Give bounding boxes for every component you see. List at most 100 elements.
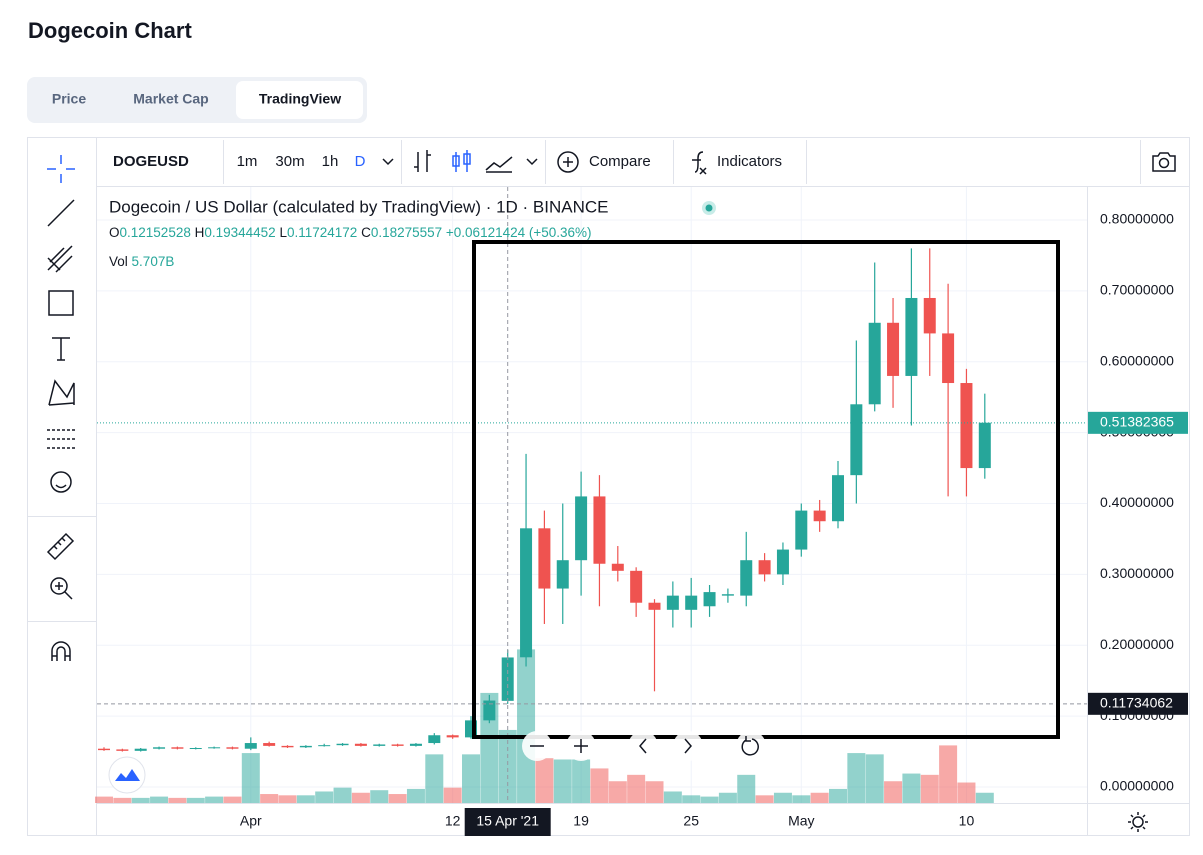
x-tick-label: Apr: [240, 813, 262, 829]
tab[interactable]: TradingView: [259, 91, 341, 107]
emoji-tool[interactable]: [50, 471, 72, 493]
page-title: Dogecoin Chart: [28, 18, 192, 43]
volume-bar: [260, 794, 279, 803]
settings-icon[interactable]: [1132, 816, 1144, 828]
crosshair-tool[interactable]: [47, 155, 75, 183]
compare-icon[interactable]: [557, 151, 579, 173]
volume-bar: [884, 781, 903, 803]
volume-bar: [517, 649, 536, 803]
interval[interactable]: 1h: [322, 153, 339, 170]
candle-body: [446, 735, 459, 738]
tv-logo[interactable]: [115, 769, 140, 781]
tv-logo[interactable]: [108, 756, 146, 794]
candles-icon[interactable]: [452, 155, 460, 167]
emoji-tool[interactable]: [55, 484, 67, 489]
candle-body: [318, 745, 331, 747]
shape-tool[interactable]: [48, 290, 74, 316]
compare-button[interactable]: Compare: [589, 153, 651, 170]
camera-icon[interactable]: [1152, 152, 1176, 172]
y-tick-label: 0.30000000: [1100, 565, 1174, 581]
area-icon[interactable]: [485, 156, 513, 173]
reset[interactable]: [741, 736, 759, 756]
volume-bar: [205, 796, 224, 803]
volume-bar: [131, 797, 150, 803]
candle-body: [244, 743, 257, 749]
dropdown-icon[interactable]: [526, 158, 538, 166]
candle-body: [538, 528, 551, 589]
y-tick-label: 0.80000000: [1100, 211, 1174, 227]
dropdown-icon[interactable]: [382, 158, 394, 166]
volume-bar: [829, 788, 847, 803]
settings-icon[interactable]: [1128, 812, 1148, 832]
volume-bar: [168, 797, 187, 803]
compare-icon[interactable]: [563, 157, 573, 167]
zoom-in[interactable]: [574, 739, 588, 753]
drawn-rectangle[interactable]: [472, 240, 1060, 739]
scroll-right[interactable]: [673, 731, 703, 761]
candle-body: [98, 748, 110, 751]
candle-body: [336, 743, 349, 746]
volume-bar: [113, 797, 132, 803]
symbol[interactable]: DOGEUSD: [113, 153, 189, 170]
y-tick-label: 0.60000000: [1100, 352, 1174, 368]
scroll-left[interactable]: [628, 731, 658, 761]
text-tool[interactable]: [52, 337, 70, 361]
volume-bar: [700, 796, 719, 803]
y-tick-label: 0.20000000: [1100, 636, 1174, 652]
zoom-tool[interactable]: [55, 582, 73, 600]
magnet-tool[interactable]: [51, 641, 71, 661]
candle-body: [208, 747, 221, 749]
volume-bar: [590, 768, 609, 803]
legend-title: Dogecoin / US Dollar (calculated by Trad…: [109, 197, 609, 216]
volume-bar: [939, 745, 958, 803]
ohlc-change: +0.06121424 (+50.36%): [446, 225, 592, 240]
ohlc-label: C: [361, 225, 371, 240]
candle-body: [299, 745, 312, 748]
indicators-button[interactable]: Indicators: [717, 153, 782, 170]
candle-body: [281, 745, 294, 748]
tab[interactable]: Market Cap: [133, 91, 208, 107]
candle-body: [575, 496, 588, 561]
volume-bar: [241, 753, 260, 803]
candle-body: [556, 560, 569, 589]
scroll-right[interactable]: [684, 738, 692, 754]
candle-body: [116, 749, 129, 751]
crosshair-price-box: [1088, 692, 1188, 715]
volume-bar: [682, 795, 701, 803]
bars-icon[interactable]: [414, 150, 431, 172]
tab[interactable]: Price: [52, 91, 86, 107]
interval[interactable]: D: [355, 153, 366, 170]
volume-bar: [333, 787, 352, 803]
candle-body: [850, 404, 863, 476]
volume-name: Vol: [109, 254, 128, 269]
zoom-tool[interactable]: [50, 577, 68, 595]
interval[interactable]: 30m: [275, 153, 304, 170]
volume-bar: [462, 754, 480, 803]
trend-line-tool[interactable]: [47, 199, 75, 227]
x-tick-label: 10: [959, 813, 975, 829]
candle-body: [758, 560, 771, 575]
ohlc-value: 0.19344452: [204, 225, 275, 240]
candle-body: [905, 297, 918, 376]
last-price-label: 0.51382365: [1100, 414, 1174, 430]
legend-ohlc: O0.12152528 H0.19344452 L0.11724172 C0.1…: [109, 225, 592, 240]
navigation-buttons: [522, 731, 766, 761]
volume-bar: [535, 758, 554, 803]
indicators-icon[interactable]: [692, 151, 707, 175]
fib-tool[interactable]: [47, 245, 73, 273]
volume-bar: [150, 796, 169, 803]
active-tab[interactable]: [236, 81, 363, 119]
interval[interactable]: 1m: [237, 153, 258, 170]
volume-bar: [406, 788, 425, 803]
volume-bar: [480, 692, 499, 803]
reset[interactable]: [736, 731, 766, 761]
pattern-tool[interactable]: [48, 379, 75, 406]
volume-bar: [975, 792, 994, 803]
camera-icon[interactable]: [1158, 157, 1170, 169]
candles-icon[interactable]: [463, 153, 471, 165]
candle-body: [813, 510, 826, 522]
ruler-tool[interactable]: [46, 532, 75, 561]
scroll-left[interactable]: [639, 738, 647, 754]
volume-bar: [351, 792, 370, 803]
